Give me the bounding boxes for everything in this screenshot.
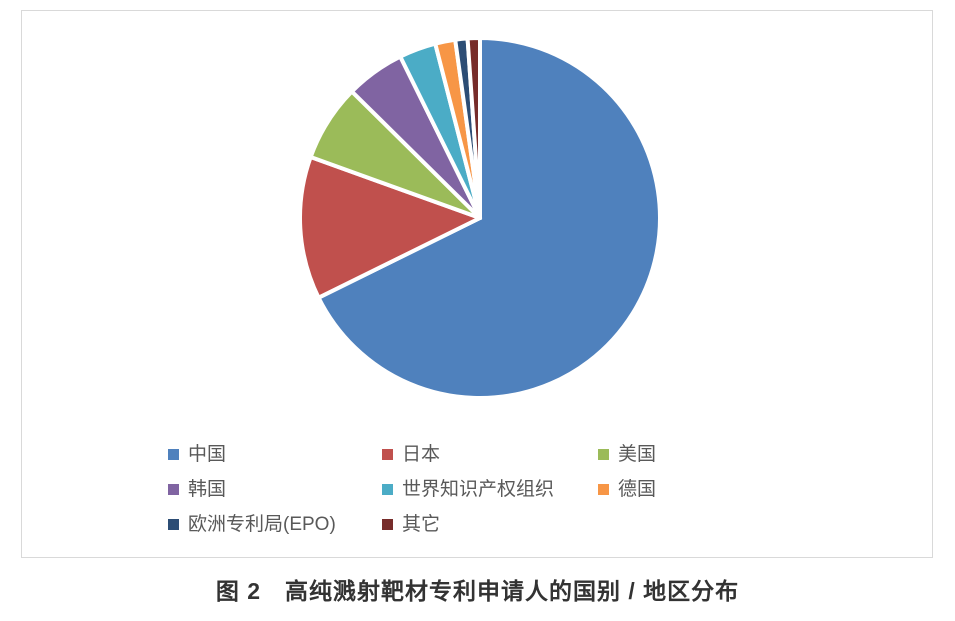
legend-swatch-other xyxy=(382,519,393,530)
legend-swatch-germany xyxy=(598,484,609,495)
legend-item-germany: 德国 xyxy=(598,472,656,507)
pie-slice-中国 xyxy=(316,36,662,400)
legend-item-epo: 欧洲专利局(EPO) xyxy=(168,507,382,542)
pie-slice-其它 xyxy=(465,36,482,220)
pie-chart xyxy=(298,36,662,400)
legend-swatch-japan xyxy=(382,449,393,460)
legend-label: 美国 xyxy=(618,444,657,465)
legend-label: 世界知识产权组织 xyxy=(402,479,555,500)
figure-caption: 图 2 高纯溅射靶材专利申请人的国别 / 地区分布 xyxy=(215,578,740,604)
legend-swatch-epo xyxy=(168,519,179,530)
legend-item-china: 中国 xyxy=(168,437,382,472)
legend-label: 中国 xyxy=(188,444,227,465)
legend-swatch-china xyxy=(168,449,179,460)
legend-item-usa: 美国 xyxy=(598,437,656,472)
legend-label: 德国 xyxy=(618,479,657,500)
legend: 中国 日本 美国 韩国 世界知识产权组织 德国 欧洲专利局(EPO) 其它 xyxy=(168,437,656,542)
legend-item-japan: 日本 xyxy=(382,437,598,472)
legend-item-other: 其它 xyxy=(382,507,598,542)
legend-label: 其它 xyxy=(402,514,441,535)
legend-label: 日本 xyxy=(402,444,441,465)
legend-label: 欧洲专利局(EPO) xyxy=(188,514,336,535)
chart-border-box: 中国 日本 美国 韩国 世界知识产权组织 德国 欧洲专利局(EPO) 其它 xyxy=(21,10,933,558)
legend-item-korea: 韩国 xyxy=(168,472,382,507)
legend-swatch-korea xyxy=(168,484,179,495)
pie-slice-日本 xyxy=(298,155,482,300)
legend-item-wipo: 世界知识产权组织 xyxy=(382,472,598,507)
legend-swatch-wipo xyxy=(382,484,393,495)
legend-label: 韩国 xyxy=(188,479,227,500)
legend-swatch-usa xyxy=(598,449,609,460)
